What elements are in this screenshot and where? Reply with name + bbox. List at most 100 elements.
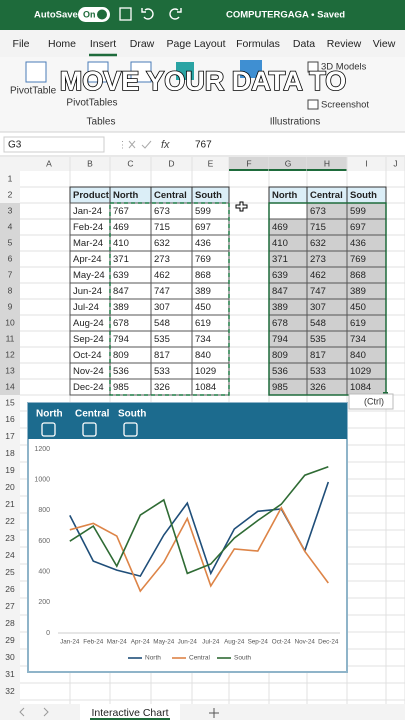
table-cell[interactable]: 619 (195, 318, 211, 329)
table-cell[interactable]: 450 (195, 302, 211, 313)
filter-label[interactable]: North (36, 409, 63, 420)
toggle-label[interactable]: On (83, 9, 96, 19)
pivot-icon[interactable] (25, 61, 47, 83)
row-header[interactable]: 24 (5, 550, 15, 560)
table-cell[interactable]: 985 (272, 382, 288, 393)
table-cell[interactable]: May-24 (73, 270, 105, 281)
table-cell[interactable]: 769 (350, 254, 366, 265)
table-cell[interactable]: 794 (272, 334, 288, 345)
table-cell[interactable]: 462 (310, 270, 326, 281)
table-cell[interactable]: 697 (195, 222, 211, 233)
file-name[interactable]: COMPUTERGAGA • Saved (226, 10, 345, 21)
ribbon-tab[interactable]: Formulas (236, 38, 280, 50)
table-cell[interactable]: 371 (113, 254, 129, 265)
table-cell[interactable]: 632 (154, 238, 170, 249)
table-cell[interactable]: 371 (272, 254, 288, 265)
row-header[interactable]: 19 (5, 465, 15, 475)
row-header[interactable]: 16 (5, 414, 15, 424)
paste-options[interactable] (348, 393, 394, 410)
table-cell[interactable]: Dec-24 (73, 382, 104, 393)
table-header[interactable]: South (195, 190, 222, 201)
table-cell[interactable]: 599 (350, 206, 366, 217)
table-cell[interactable]: 535 (154, 334, 170, 345)
sheet-tab[interactable] (80, 704, 180, 720)
table-cell[interactable]: 536 (272, 366, 288, 377)
table-cell[interactable]: 307 (310, 302, 326, 313)
name-box[interactable] (3, 136, 105, 153)
undo-icon[interactable] (141, 8, 154, 20)
table-cell[interactable]: 734 (195, 334, 211, 345)
filter-label[interactable]: Central (75, 409, 110, 420)
table-cell[interactable]: 809 (272, 350, 288, 361)
row-header[interactable]: 17 (5, 431, 15, 441)
ribbon-tab[interactable]: Home (48, 38, 76, 50)
row-header[interactable]: 18 (5, 448, 15, 458)
filter-checkbox[interactable] (41, 422, 56, 437)
filter-checkbox[interactable] (82, 422, 97, 437)
table-cell[interactable]: 389 (350, 286, 366, 297)
table-cell[interactable]: 847 (272, 286, 288, 297)
row-header[interactable]: 1 (8, 173, 13, 183)
row-header[interactable]: 27 (5, 601, 15, 611)
table-cell[interactable]: 307 (154, 302, 170, 313)
row-header[interactable]: 11 (6, 333, 15, 343)
table-cell[interactable]: 536 (113, 366, 129, 377)
row-header[interactable]: 8 (8, 285, 13, 295)
table-cell[interactable]: 599 (195, 206, 211, 217)
table-cell[interactable]: 868 (350, 270, 366, 281)
ribbon-tab[interactable]: Draw (130, 38, 155, 50)
table-cell[interactable]: 1084 (195, 382, 216, 393)
save-icon[interactable] (119, 7, 132, 21)
table-cell[interactable]: Feb-24 (73, 222, 103, 233)
table-cell[interactable]: Nov-24 (73, 366, 104, 377)
table-cell[interactable]: 462 (154, 270, 170, 281)
table-cell[interactable]: 410 (272, 238, 288, 249)
table-icon[interactable] (130, 61, 152, 83)
row-header[interactable]: 12 (5, 349, 15, 359)
row-header[interactable]: 31 (5, 669, 15, 679)
table-cell[interactable]: Jan-24 (73, 206, 102, 217)
table-cell[interactable]: 673 (310, 206, 326, 217)
ribbon-tab[interactable]: Page Layout (167, 38, 226, 50)
table-cell[interactable]: 809 (113, 350, 129, 361)
row-header[interactable]: 25 (5, 567, 15, 577)
table-cell[interactable]: 533 (310, 366, 326, 377)
row-header[interactable]: 6 (8, 253, 13, 263)
table-cell[interactable]: 469 (113, 222, 129, 233)
table-cell[interactable]: 436 (195, 238, 211, 249)
table-cell[interactable]: 389 (113, 302, 129, 313)
row-header[interactable]: 2 (8, 189, 13, 199)
table-cell[interactable]: 1084 (350, 382, 371, 393)
row-header[interactable]: 21 (5, 499, 15, 509)
column-header[interactable]: G (285, 158, 292, 168)
column-header[interactable]: E (208, 158, 214, 168)
table-cell[interactable]: 326 (310, 382, 326, 393)
table-header[interactable]: Central (310, 190, 343, 201)
table-cell[interactable]: 450 (350, 302, 366, 313)
table-cell[interactable]: Mar-24 (73, 238, 103, 249)
row-header[interactable]: 26 (5, 584, 15, 594)
filter-label[interactable]: South (118, 409, 146, 420)
row-header[interactable]: 10 (5, 317, 15, 327)
column-header[interactable]: F (246, 158, 251, 168)
table-cell[interactable]: 389 (195, 286, 211, 297)
row-header[interactable]: 30 (5, 652, 15, 662)
table-cell[interactable]: Sep-24 (73, 334, 104, 345)
column-header[interactable]: C (127, 158, 133, 168)
table-cell[interactable]: 469 (272, 222, 288, 233)
picture-icon[interactable] (176, 62, 194, 80)
table-cell[interactable]: 868 (195, 270, 211, 281)
column-header[interactable]: J (393, 158, 397, 168)
table-header[interactable]: South (350, 190, 377, 201)
table-cell[interactable]: 548 (154, 318, 170, 329)
row-header[interactable]: 22 (5, 516, 15, 526)
table-cell[interactable]: 769 (195, 254, 211, 265)
row-header[interactable]: 20 (5, 482, 15, 492)
shapes-icon[interactable] (240, 60, 262, 78)
table-cell[interactable]: 533 (154, 366, 170, 377)
add-sheet[interactable] (209, 708, 219, 718)
table-cell[interactable]: 673 (154, 206, 170, 217)
table-cell[interactable]: 697 (350, 222, 366, 233)
table-cell[interactable]: Oct-24 (73, 350, 102, 361)
table-header[interactable]: Product (73, 190, 110, 201)
